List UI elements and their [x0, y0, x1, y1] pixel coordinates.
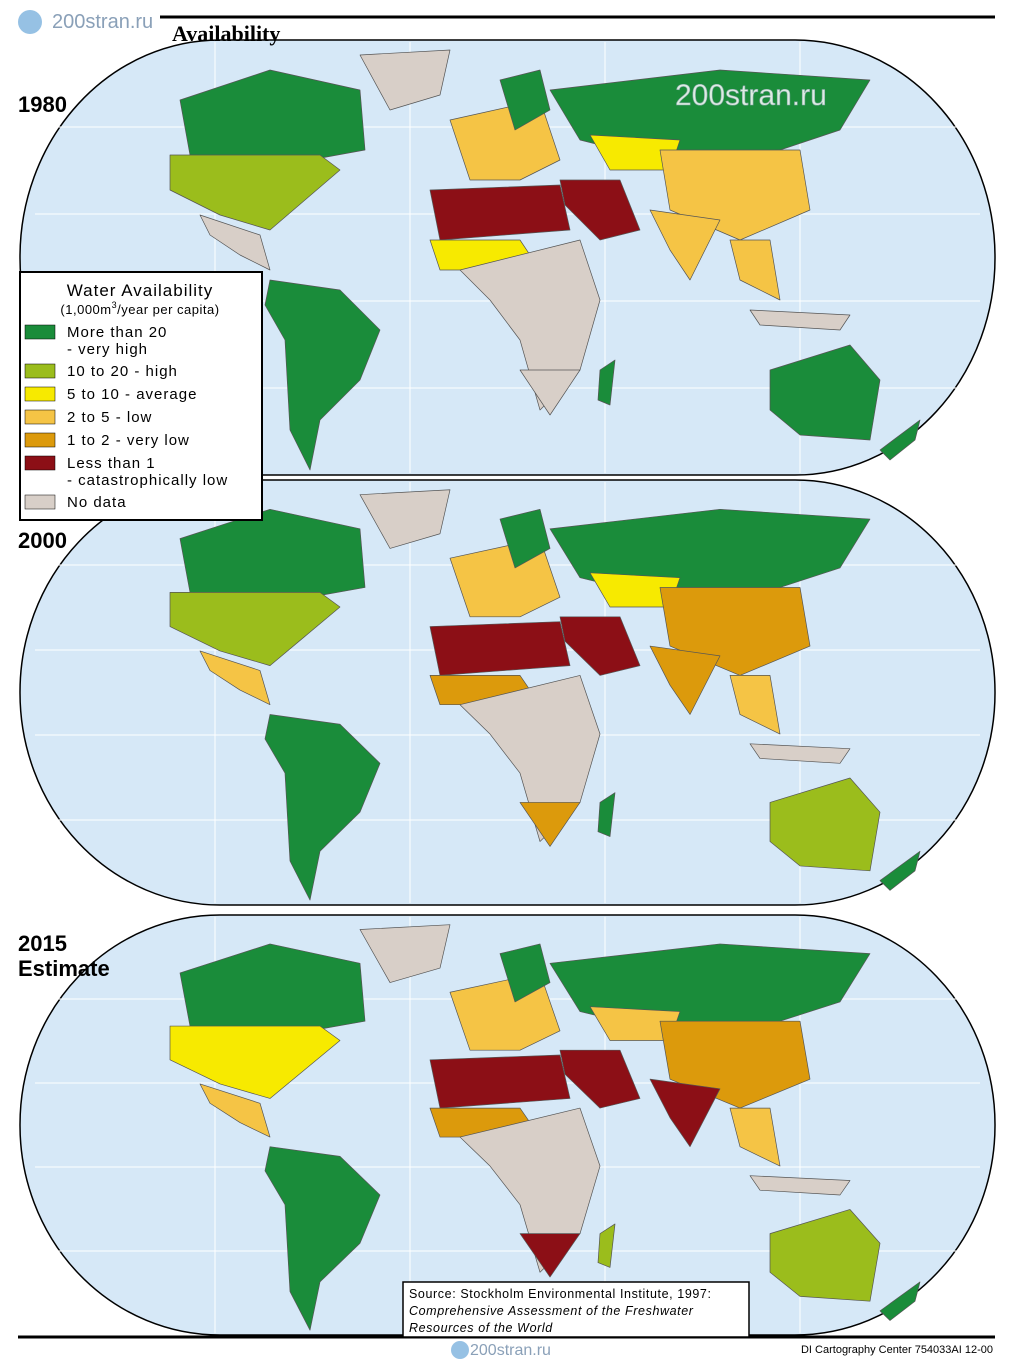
world-map: [19, 39, 996, 476]
country-region: [169, 154, 341, 231]
country-region: [729, 1107, 781, 1167]
country-region: [199, 214, 271, 271]
country-region: [879, 1281, 921, 1321]
country-region: [769, 1209, 881, 1302]
world-map: [19, 914, 996, 1336]
subtitle-sup: 3: [112, 300, 118, 310]
country-region: [749, 743, 851, 764]
legend-swatch: [24, 409, 56, 425]
country-region: [429, 184, 571, 241]
legend-label: - catastrophically low: [67, 472, 228, 489]
credit: DI Cartography Center 754033AI 12-00: [801, 1344, 993, 1356]
country-region: [169, 1025, 341, 1099]
country-region: [597, 359, 616, 406]
legend-label: 10 to 20 - high: [67, 363, 178, 380]
country-region: [499, 508, 551, 569]
country-region: [879, 850, 921, 891]
legend-swatch: [24, 494, 56, 510]
country-region: [199, 1083, 271, 1138]
source-title: Resources of the World: [409, 1321, 553, 1335]
map-label: 1980: [18, 92, 67, 117]
country-region: [559, 616, 641, 676]
title: Availability: [172, 21, 280, 46]
legend-swatch: [24, 455, 56, 471]
legend-label: 2 to 5 - low: [67, 409, 152, 426]
legend-label: 5 to 10 - average: [67, 386, 197, 403]
country-region: [264, 1146, 381, 1331]
map-label: 2000: [18, 528, 67, 553]
legend-label: No data: [67, 494, 127, 511]
country-region: [169, 592, 341, 666]
country-region: [359, 924, 451, 983]
country-region: [499, 69, 551, 131]
source: Source: Stockholm Environmental Institut…: [402, 1281, 750, 1338]
country-region: [879, 419, 921, 461]
world-map: [19, 479, 996, 906]
country-region: [519, 1233, 581, 1278]
legend-label: - very high: [67, 341, 148, 358]
legend-swatch: [24, 432, 56, 448]
country-region: [749, 309, 851, 331]
country-region: [649, 1078, 721, 1148]
subtitle-part: (1,000m: [60, 302, 111, 317]
legend-box: [19, 271, 263, 521]
legend-swatch: [24, 324, 56, 340]
country-region: [429, 621, 571, 676]
source-box: [402, 1281, 750, 1338]
country-region: [597, 792, 616, 837]
country-region: [359, 49, 451, 111]
legend-swatch: [24, 386, 56, 402]
subtitle-part: /year per capita): [117, 302, 219, 317]
source-title: Comprehensive Assessment of the Freshwat…: [409, 1304, 694, 1318]
country-region: [559, 179, 641, 241]
legend-label: Less than 1: [67, 455, 156, 472]
country-region: [649, 209, 721, 281]
country-region: [359, 489, 451, 549]
country-region: [769, 777, 881, 872]
watermark-logo: [18, 10, 42, 34]
country-region: [264, 714, 381, 901]
legend-swatch: [24, 363, 56, 379]
country-region: [519, 802, 581, 847]
source-lead: Source: Stockholm Environmental Institut…: [409, 1287, 712, 1301]
country-region: [264, 279, 381, 471]
legend-label: More than 20: [67, 324, 167, 341]
country-region: [729, 675, 781, 735]
country-region: [519, 369, 581, 416]
map-label: 2015: [18, 931, 67, 956]
legend-subtitle: (1,000m3/year per capita): [60, 300, 219, 317]
watermark-logo: [451, 1341, 469, 1359]
watermark: 200stran.ru: [470, 1342, 551, 1359]
country-region: [597, 1223, 616, 1268]
country-region: [649, 645, 721, 715]
country-region: [429, 1054, 571, 1109]
legend-label: 1 to 2 - very low: [67, 432, 190, 449]
country-region: [769, 344, 881, 441]
maps: [19, 39, 996, 1336]
watermark: 200stran.ru: [52, 11, 153, 33]
map-label: Estimate: [18, 956, 110, 981]
country-region: [559, 1049, 641, 1109]
country-region: [749, 1175, 851, 1196]
country-region: [729, 239, 781, 301]
country-region: [199, 650, 271, 706]
watermark: 200stran.ru: [675, 79, 827, 112]
country-region: [499, 943, 551, 1003]
legend-title: Water Availability: [67, 281, 214, 300]
legend: Water Availability (1,000m3/year per cap…: [19, 271, 263, 521]
